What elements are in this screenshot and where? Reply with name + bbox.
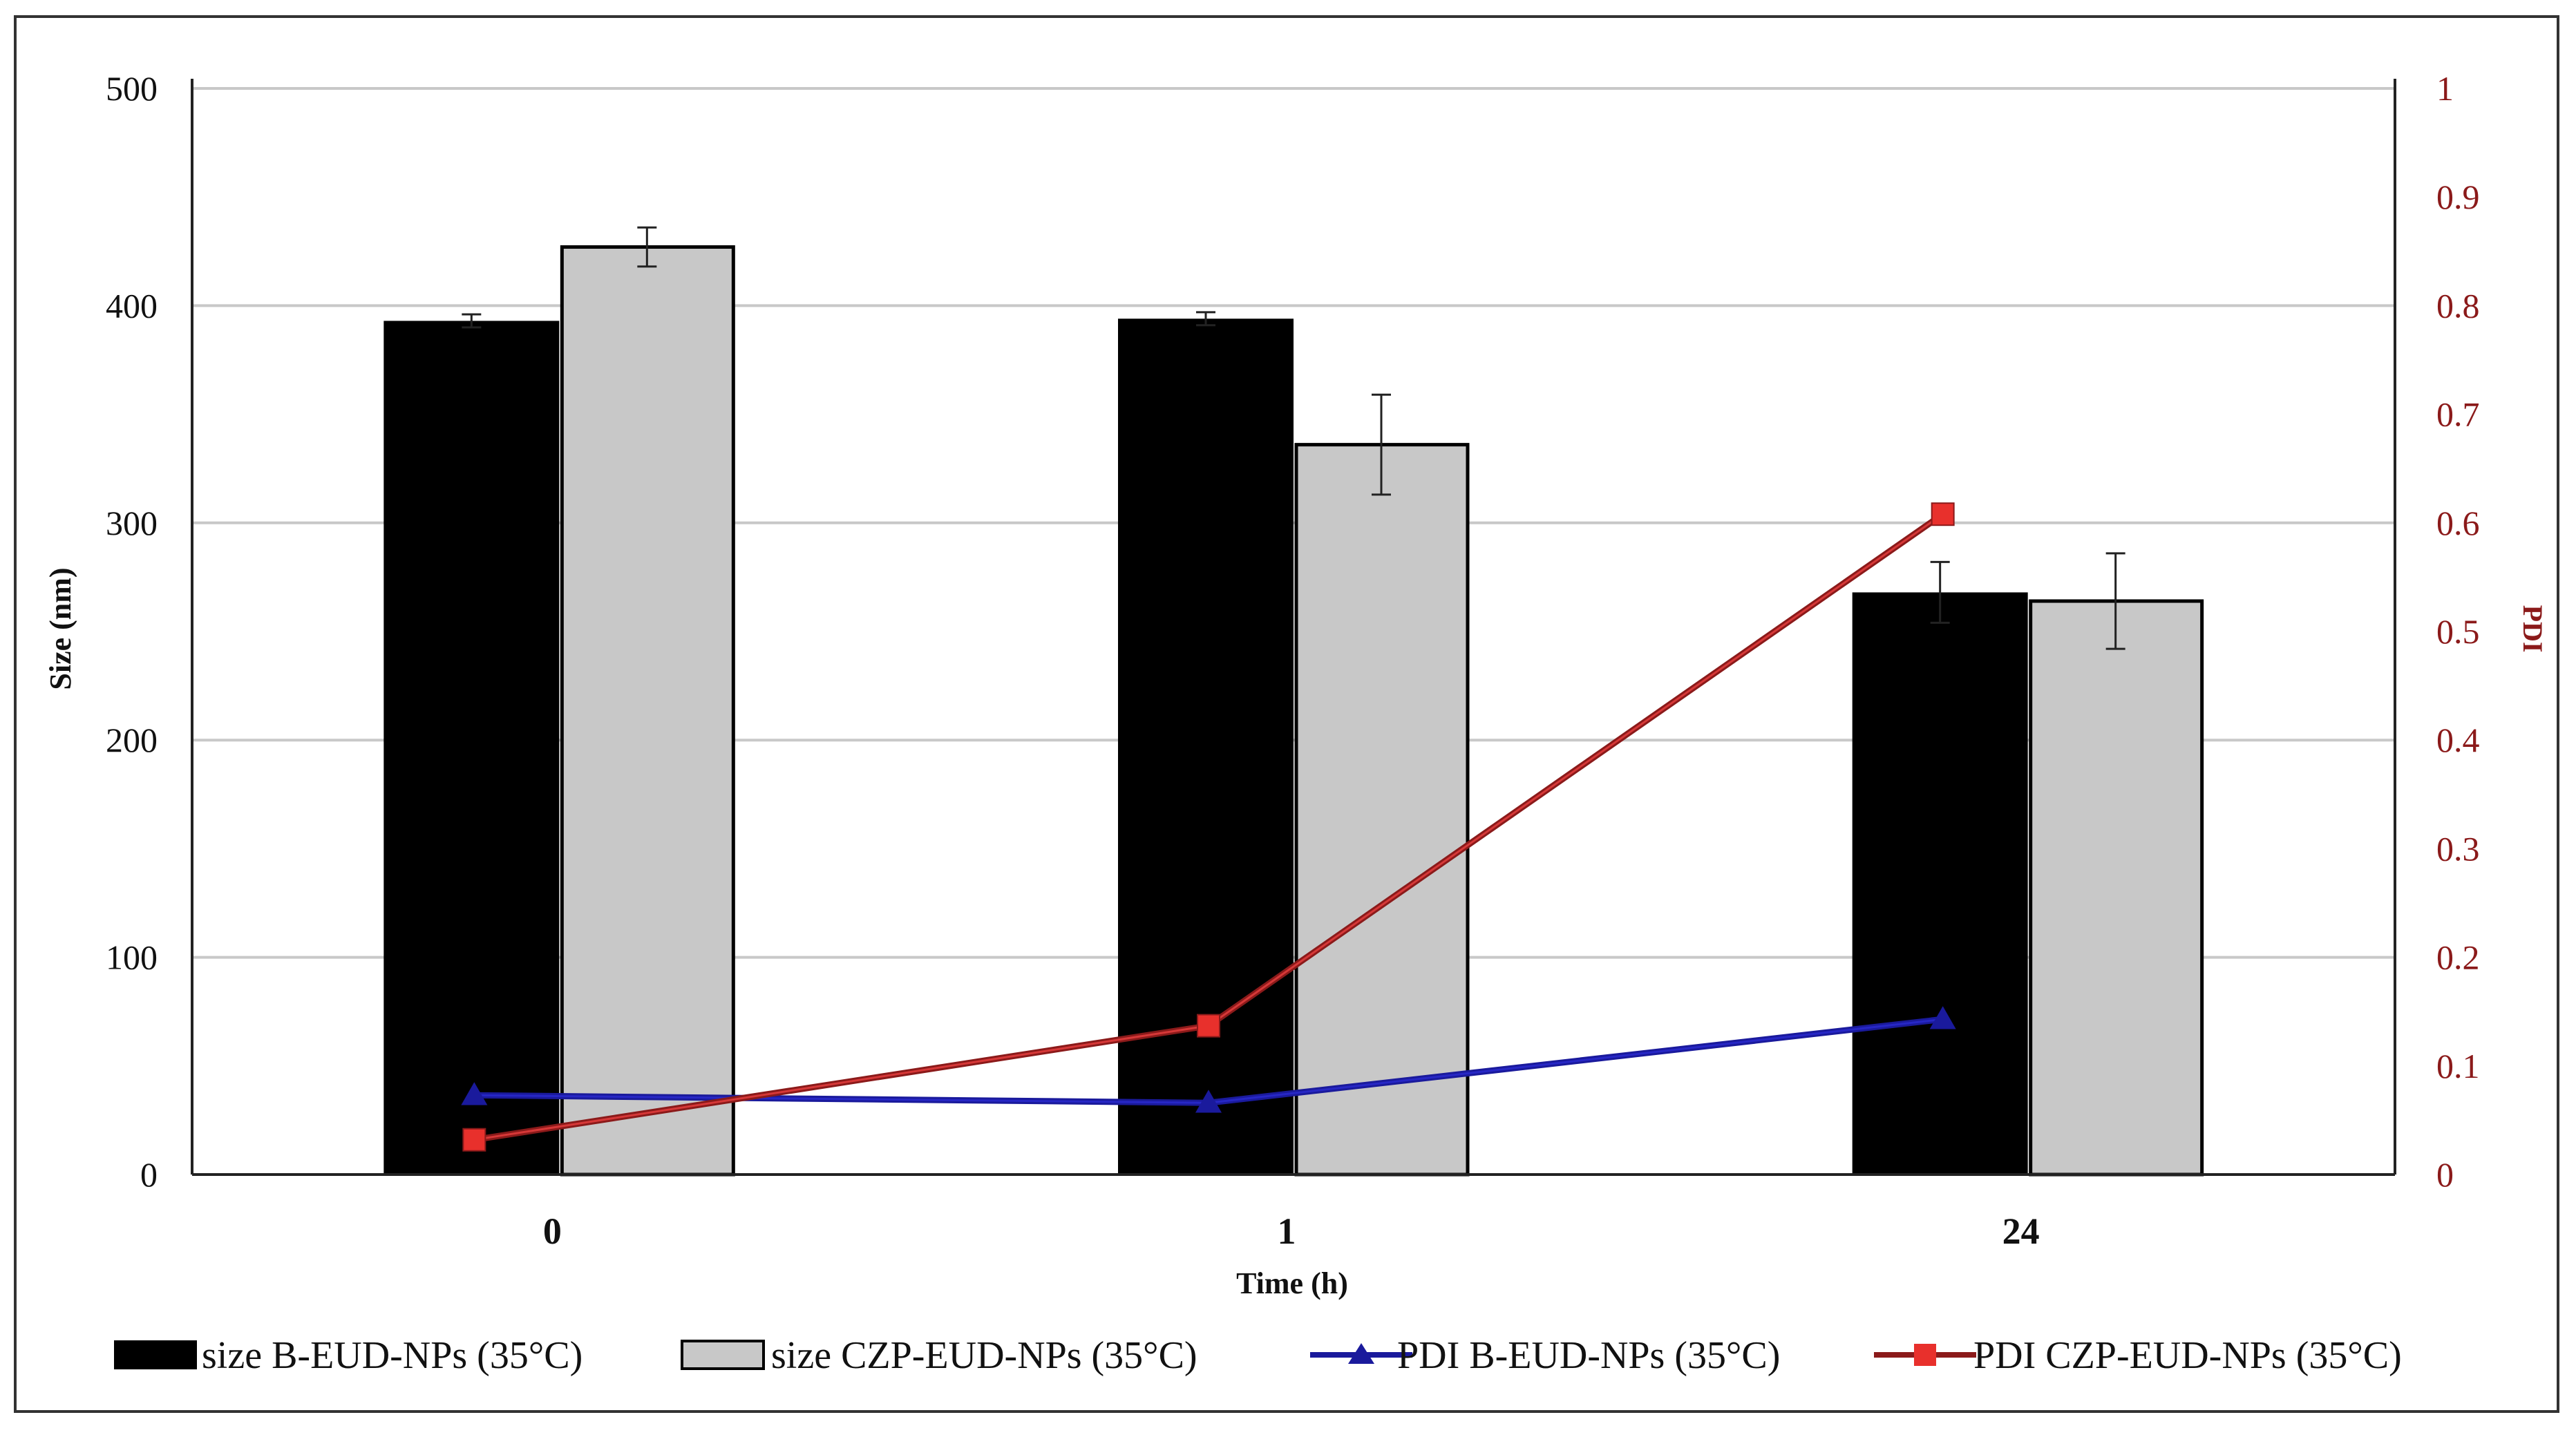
x-tick-label: 0 (543, 1210, 562, 1252)
y2-tick-label: 0.2 (2436, 938, 2480, 977)
y-tick-label: 100 (106, 938, 158, 977)
y-tick-label: 300 (106, 504, 158, 542)
legend-item-pdi-czp: PDI CZP-EUD-NPs (35°C) (1874, 1334, 2402, 1377)
y2-tick-label: 0.9 (2436, 178, 2480, 216)
legend-label-pdi-czp: PDI CZP-EUD-NPs (35°C) (1973, 1334, 2402, 1377)
pdi-marker (461, 1082, 488, 1105)
error-bars (462, 226, 2125, 650)
pdi-marker (1197, 1014, 1220, 1038)
y2-tick-label: 0.1 (2436, 1047, 2480, 1085)
legend-item-pdi-b: PDI B-EUD-NPs (35°C) (1310, 1334, 1780, 1377)
y-tick-label: 200 (106, 721, 158, 759)
legend-label-pdi-b: PDI B-EUD-NPs (35°C) (1397, 1334, 1780, 1377)
y-axis-title: Size (nm) (44, 567, 77, 690)
bar (2029, 599, 2204, 1177)
y2-tick-label: 1 (2436, 69, 2454, 108)
pdi-marker (462, 1128, 486, 1152)
legend-item-size-b: size B-EUD-NPs (35°C) (114, 1334, 583, 1377)
y2-axis-title: PDI (2517, 605, 2548, 653)
x-tick-label: 1 (1278, 1210, 1296, 1252)
pdi-lines (461, 502, 1956, 1152)
legend-swatch-size-b (114, 1340, 197, 1369)
pdi-marker (1195, 1090, 1222, 1113)
bar (1852, 592, 2028, 1175)
y-tick-label: 500 (106, 69, 158, 108)
tick-labels: 0 100 200 300 400 500 0 0.1 0.2 0.3 0.4 0.5 0.6 0.7 0.… (106, 69, 2480, 1252)
bars (383, 245, 2204, 1177)
legend-marker-pdi-czp (1914, 1344, 1936, 1366)
y-tick-label: 0 (140, 1155, 158, 1194)
y2-tick-label: 0.8 (2436, 286, 2480, 325)
x-tick-label: 24 (2002, 1210, 2040, 1252)
legend-swatch-size-czp (681, 1340, 765, 1370)
pdi-marker (1931, 502, 1955, 526)
legend-label-size-czp: size CZP-EUD-NPs (35°C) (771, 1334, 1197, 1377)
y2-tick-label: 0.5 (2436, 612, 2480, 651)
y2-tick-label: 0 (2436, 1155, 2454, 1194)
y2-tick-label: 0.6 (2436, 504, 2480, 542)
bar (1294, 443, 1470, 1177)
y2-tick-label: 0.7 (2436, 395, 2480, 434)
axes (191, 79, 2396, 1176)
legend: size B-EUD-NPs (35°C) size CZP-EUD-NPs (… (114, 1334, 2402, 1377)
pdi-marker (1929, 1006, 1956, 1029)
y-tick-label: 400 (106, 286, 158, 325)
bar (560, 245, 735, 1177)
legend-label-size-b: size B-EUD-NPs (35°C) (202, 1334, 583, 1377)
legend-item-size-czp: size CZP-EUD-NPs (35°C) (681, 1334, 1197, 1377)
y2-tick-label: 0.4 (2436, 721, 2480, 759)
y2-tick-label: 0.3 (2436, 829, 2480, 868)
x-axis-title: Time (h) (1236, 1266, 1348, 1300)
legend-marker-pdi-b (1348, 1343, 1374, 1364)
bar (383, 321, 560, 1175)
bar (1118, 319, 1294, 1175)
